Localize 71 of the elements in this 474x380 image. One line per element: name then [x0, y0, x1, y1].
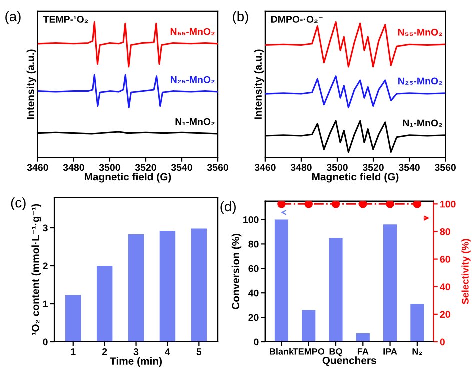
bar: [66, 295, 82, 342]
x-tick-label: 3460: [254, 164, 276, 172]
x-tick-label: IPA: [384, 348, 398, 355]
y-axis-title: ¹O₂ content (mmol·L⁻¹·g⁻¹): [32, 204, 42, 336]
x-tick-label: 3500: [99, 164, 120, 172]
bar: [128, 234, 144, 342]
x-tick-label: BQ: [330, 348, 342, 357]
y2-tick-label: 20: [440, 311, 450, 318]
x-tick-label: 2: [102, 348, 108, 356]
x-tick-label: 3460: [27, 164, 48, 172]
bar: [160, 231, 176, 342]
chart-title: (d): [220, 201, 236, 214]
chart-title: (c): [11, 198, 26, 211]
series-label: N₁-MnO₂: [403, 120, 442, 127]
x-tick-label: N₂: [412, 348, 422, 356]
y-axis-title: Conversion (%): [232, 234, 242, 310]
y-axis-title: Intensity (a.u.): [254, 50, 264, 120]
y-tick-label: 100: [244, 216, 259, 224]
x-axis-title: Magnetic field (G): [84, 173, 172, 183]
x-tick-label: 3480: [290, 164, 312, 172]
chart-title: (b): [233, 11, 248, 24]
y2-axis-title: Selectivity (%): [462, 239, 471, 304]
y-tick-label: 60: [248, 265, 259, 272]
annotation: TEMP-¹O₂: [43, 16, 88, 24]
x-axis-title: Quenchers: [322, 356, 376, 366]
y-tick-label: 2: [43, 262, 48, 270]
x-tick-label: TEMPO: [292, 348, 325, 355]
series-label: N₁-MnO₂: [176, 118, 215, 126]
x-tick-label: 3520: [362, 164, 384, 172]
bar: [329, 238, 343, 342]
x-tick-label: 3480: [63, 164, 84, 172]
x-axis-title: Time (min): [110, 357, 162, 368]
x-tick-label: 3520: [135, 164, 156, 172]
y2-tick-label: 0: [440, 338, 445, 346]
x-tick-label: 4: [165, 348, 170, 356]
bar: [384, 224, 398, 342]
bar: [274, 220, 289, 342]
y-tick-label: 40: [248, 290, 259, 297]
y2-tick-label: 40: [440, 284, 450, 290]
x-tick-label: 3560: [207, 164, 228, 172]
series-label: N₂₅-MnO₂: [171, 76, 215, 84]
bar: [356, 333, 370, 342]
y-axis-title: Intensity (a.u.): [26, 50, 37, 120]
x-tick-label: 3: [134, 348, 139, 356]
series-label: N₂₅-MnO₂: [398, 78, 442, 85]
y2-tick-label: 60: [440, 256, 450, 263]
y2-tick-label: 100: [440, 200, 456, 208]
y-tick-label: 80: [248, 240, 259, 248]
x-tick-label: 3560: [434, 164, 456, 172]
x-tick-label: Blank: [270, 348, 294, 355]
x-tick-label: 3500: [326, 164, 348, 172]
bar: [410, 304, 424, 342]
x-tick-label: FA: [358, 348, 369, 355]
y-tick-label: 0: [43, 338, 48, 346]
y-tick-label: 0: [254, 338, 259, 346]
y-tick-label: 20: [248, 314, 259, 322]
x-tick-label: 3540: [171, 164, 192, 172]
y2-tick-label: 80: [440, 228, 450, 236]
series-label: N₅₅-MnO₂: [398, 29, 442, 36]
chart-title: (a): [6, 11, 21, 24]
x-tick-label: 5: [196, 348, 202, 356]
y-tick-label: 3: [43, 224, 48, 232]
bar: [191, 228, 208, 342]
x-tick-label: 3540: [398, 164, 420, 172]
series-label: N₅₅-MnO₂: [170, 28, 215, 36]
x-tick-label: 1: [71, 348, 76, 356]
annotation: DMPO-·O₂⁻: [271, 16, 323, 24]
bar: [302, 310, 316, 342]
bar: [96, 266, 113, 342]
x-axis-title: Magnetic field (G): [312, 173, 399, 183]
y-tick-label: 1: [43, 300, 48, 308]
